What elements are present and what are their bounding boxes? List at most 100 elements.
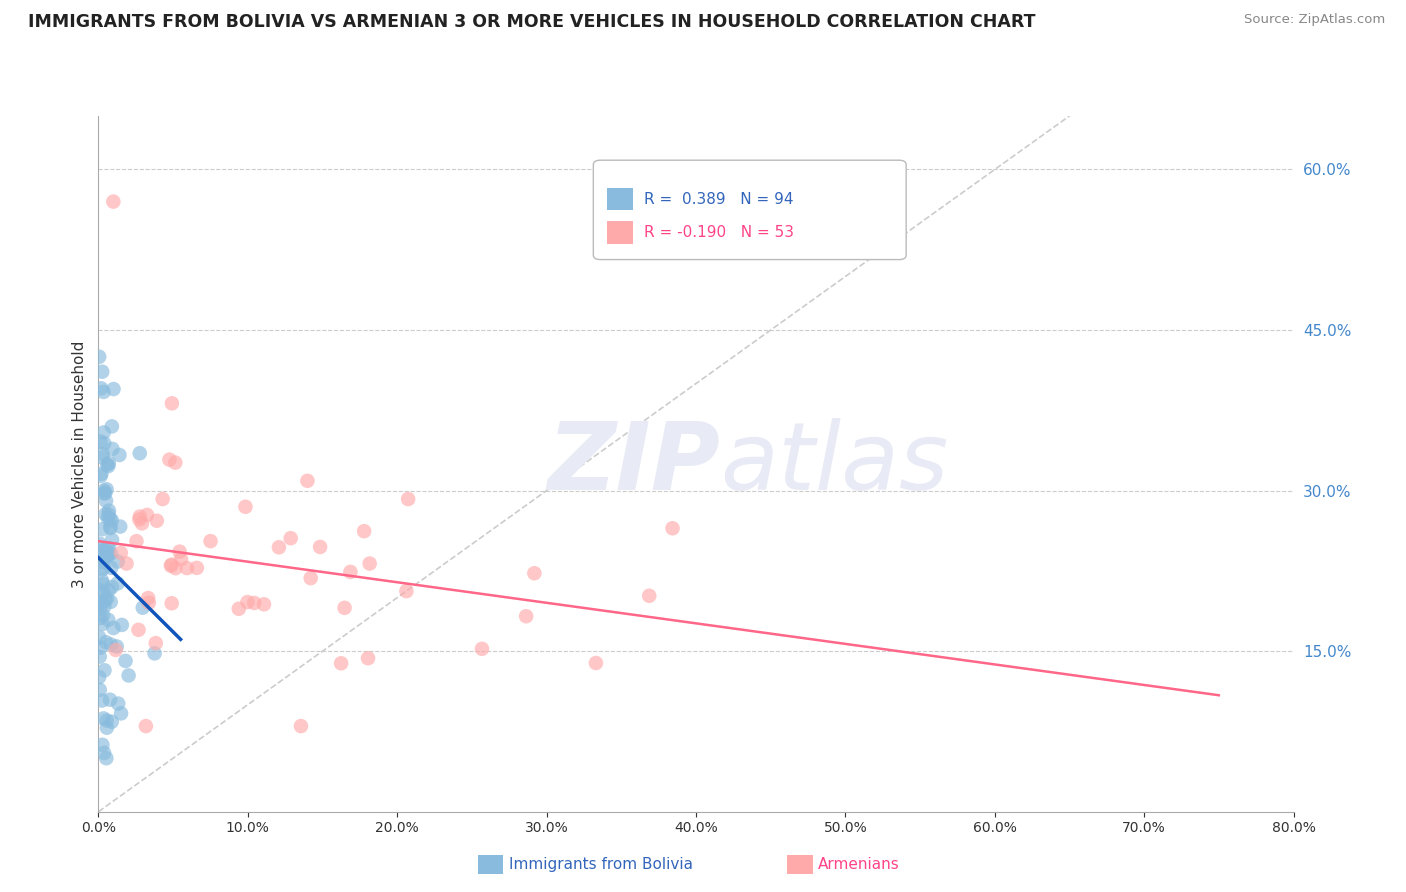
Text: Armenians: Armenians	[818, 857, 900, 871]
Point	[96, 751, 118, 765]
Point	[101, 419, 124, 434]
Point	[97, 503, 120, 517]
Point	[105, 640, 128, 654]
Point	[515, 609, 537, 624]
Point	[97, 613, 120, 627]
Point	[91, 450, 114, 465]
Point	[97, 583, 120, 598]
Point	[96, 545, 118, 559]
Point	[97, 541, 120, 556]
Point	[89, 682, 111, 697]
Point	[90, 381, 112, 395]
Y-axis label: 3 or more Vehicles in Household: 3 or more Vehicles in Household	[72, 340, 87, 588]
Point	[146, 514, 169, 528]
Point	[280, 531, 302, 545]
Text: Immigrants from Bolivia: Immigrants from Bolivia	[509, 857, 693, 871]
Point	[100, 561, 122, 575]
Point	[110, 546, 132, 560]
Point	[89, 602, 111, 616]
Point	[297, 474, 319, 488]
Point	[143, 646, 166, 660]
Point	[97, 546, 120, 560]
Point	[93, 546, 115, 560]
Point	[89, 640, 111, 655]
Point	[165, 456, 187, 470]
Point	[104, 643, 127, 657]
Point	[471, 641, 494, 656]
Point	[93, 384, 115, 399]
Point	[91, 608, 114, 623]
Point	[90, 595, 112, 609]
Point	[357, 651, 380, 665]
Point	[152, 491, 174, 506]
Point	[103, 382, 125, 396]
Point	[359, 557, 381, 571]
Point	[103, 194, 125, 209]
Point	[170, 552, 193, 566]
Point	[160, 596, 183, 610]
Point	[115, 557, 138, 571]
Point	[91, 738, 114, 752]
Point	[235, 500, 257, 514]
Point	[101, 513, 124, 527]
Point	[93, 543, 115, 558]
Point	[228, 601, 250, 615]
Point	[97, 456, 120, 470]
Point	[290, 719, 312, 733]
Point	[93, 436, 115, 450]
Point	[91, 447, 114, 461]
Point	[89, 670, 111, 684]
Point	[91, 555, 114, 569]
Point	[100, 638, 122, 652]
Point	[160, 396, 183, 410]
Point	[117, 668, 139, 682]
Point	[91, 586, 114, 600]
Point	[160, 558, 183, 573]
Point	[267, 541, 290, 555]
Point	[100, 519, 122, 533]
Point	[96, 458, 118, 472]
Point	[339, 565, 361, 579]
Point	[114, 654, 136, 668]
Point	[253, 597, 276, 611]
Point	[309, 540, 332, 554]
Point	[128, 509, 150, 524]
Point	[91, 693, 114, 707]
Point	[333, 600, 356, 615]
Point	[94, 635, 117, 649]
Point	[94, 494, 117, 508]
Point	[100, 521, 122, 535]
Point	[165, 561, 187, 575]
Point	[93, 560, 115, 574]
Point	[100, 595, 122, 609]
Point	[96, 483, 118, 497]
Point	[136, 591, 159, 605]
Point	[108, 519, 131, 533]
Point	[93, 663, 115, 677]
Point	[176, 561, 198, 575]
Point	[330, 657, 353, 671]
Point	[103, 621, 125, 635]
Point	[136, 508, 159, 522]
Point	[101, 442, 124, 456]
Point	[97, 511, 120, 525]
Point	[91, 365, 114, 379]
Point	[93, 483, 115, 498]
Point	[93, 599, 115, 614]
Point	[299, 571, 322, 585]
Point	[97, 508, 120, 522]
Point	[89, 434, 111, 449]
Point	[100, 714, 122, 729]
Point	[523, 566, 546, 581]
Point	[94, 593, 117, 607]
Point	[89, 611, 111, 625]
Point	[128, 446, 150, 460]
Point	[91, 577, 114, 591]
Point	[107, 697, 129, 711]
Text: IMMIGRANTS FROM BOLIVIA VS ARMENIAN 3 OR MORE VEHICLES IN HOUSEHOLD CORRELATION : IMMIGRANTS FROM BOLIVIA VS ARMENIAN 3 OR…	[28, 13, 1036, 31]
Point	[91, 562, 114, 576]
Point	[107, 576, 129, 591]
Point	[98, 692, 121, 706]
Point	[125, 534, 148, 549]
Point	[96, 714, 118, 728]
